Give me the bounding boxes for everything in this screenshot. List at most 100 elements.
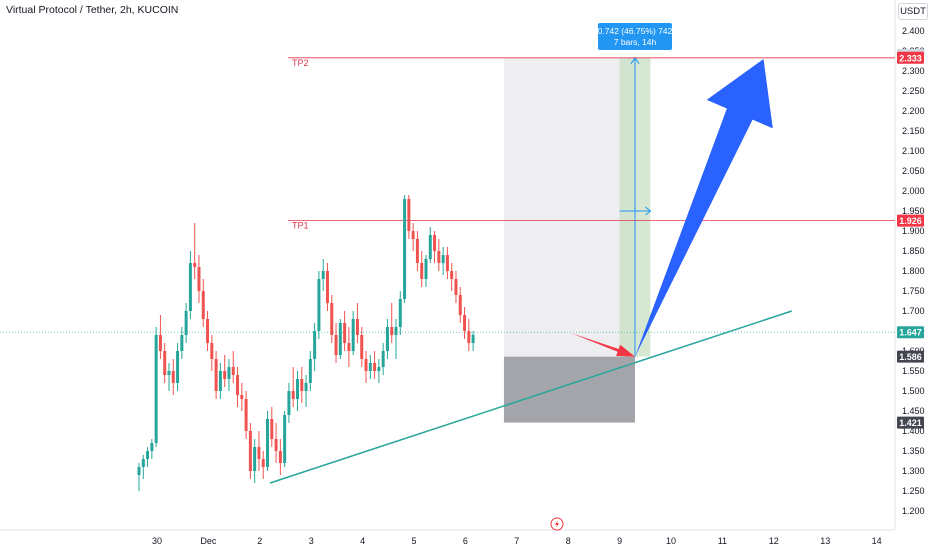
candle-body <box>467 331 471 343</box>
candle-body <box>158 335 162 351</box>
x-tick-label: 5 <box>411 536 416 546</box>
candle-body <box>201 291 205 319</box>
measure-label-box <box>598 23 672 50</box>
candle-body <box>227 367 231 379</box>
candle-body <box>184 311 188 335</box>
candle-body <box>278 451 282 463</box>
measure-label-bars: 7 bars, 14h <box>614 37 657 47</box>
y-tick-label: 1.850 <box>902 246 925 256</box>
candle-body <box>454 279 458 295</box>
candle-body <box>394 327 398 335</box>
position-stop-zone[interactable] <box>503 356 636 423</box>
x-tick-label: 3 <box>309 536 314 546</box>
candle-body <box>300 379 304 391</box>
y-tick-label: 2.400 <box>902 26 925 36</box>
candle-body <box>403 199 407 299</box>
x-tick-label: Dec <box>200 536 217 546</box>
candle-body <box>231 367 235 375</box>
red-arrow[interactable] <box>570 333 636 357</box>
candle-body <box>283 415 287 463</box>
candle-body <box>343 323 347 343</box>
candle-body <box>381 351 385 367</box>
price-tag-label: 1.926 <box>899 216 922 226</box>
candle-body <box>240 395 244 399</box>
candle-body <box>274 439 278 451</box>
position-target-zone[interactable] <box>503 57 636 357</box>
candle-body <box>351 319 355 351</box>
candle-body <box>287 391 291 415</box>
y-tick-label: 2.050 <box>902 166 925 176</box>
y-tick-label: 1.950 <box>902 206 925 216</box>
tp-label-tp1: TP1 <box>292 221 309 231</box>
trend-line[interactable] <box>269 310 793 484</box>
candle-body <box>398 299 402 327</box>
candle-body <box>420 263 424 279</box>
price-tag-label: 2.333 <box>899 53 922 63</box>
candle-body <box>325 271 329 303</box>
price-tag <box>897 416 924 429</box>
candle-body <box>193 263 197 267</box>
candle-body <box>236 375 240 395</box>
candle-body <box>334 335 338 355</box>
candle-body <box>261 459 265 467</box>
y-tick-label: 1.450 <box>902 406 925 416</box>
y-tick-label: 2.250 <box>902 86 925 96</box>
y-tick-label: 1.500 <box>902 386 925 396</box>
lightning-bolt <box>555 520 559 528</box>
x-tick-label: 30 <box>152 536 162 546</box>
candle-body <box>295 379 299 399</box>
lightning-icon[interactable] <box>550 517 564 531</box>
candle-body <box>171 371 175 383</box>
candle-body <box>360 335 364 359</box>
candle-body <box>450 271 454 279</box>
price-tag <box>897 214 924 227</box>
candle-body <box>330 303 334 335</box>
candle-body <box>291 391 295 399</box>
candle-body <box>437 251 441 263</box>
price-tag <box>897 326 924 339</box>
candle-body <box>355 319 359 335</box>
candle-body <box>415 239 419 263</box>
candle-body <box>313 331 317 359</box>
x-tick-label: 14 <box>872 536 882 546</box>
candle-body <box>244 399 248 431</box>
x-tick-label: 12 <box>769 536 779 546</box>
candle-body <box>214 359 218 391</box>
candle-body <box>441 255 445 263</box>
price-tag-label: 1.586 <box>899 352 922 362</box>
candle-body <box>210 343 214 359</box>
y-tick-label: 1.700 <box>902 306 925 316</box>
y-tick-label: 2.000 <box>902 186 925 196</box>
y-tick-label: 2.300 <box>902 66 925 76</box>
candle-body <box>433 235 437 251</box>
y-tick-label: 2.200 <box>902 106 925 116</box>
candle-body <box>266 419 270 467</box>
x-tick-label: 10 <box>666 536 676 546</box>
measure-right-arrowhead <box>645 206 652 216</box>
candle-body <box>154 335 158 443</box>
y-tick-label: 1.200 <box>902 506 925 516</box>
currency-button[interactable]: USDT <box>898 3 928 20</box>
candle-body <box>253 447 257 471</box>
candle-body <box>424 259 428 279</box>
candle-body <box>304 383 308 391</box>
candle-body <box>308 359 312 383</box>
candle-body <box>458 295 462 315</box>
blue-arrow[interactable] <box>635 59 773 357</box>
candle-body <box>463 315 467 331</box>
y-tick-label: 1.400 <box>902 426 925 436</box>
candle-body <box>176 351 180 383</box>
candle-body <box>368 363 372 371</box>
candle-body <box>347 343 351 351</box>
candle-body <box>223 371 227 379</box>
candle-body <box>407 199 411 231</box>
candle-body <box>188 263 192 311</box>
price-tag <box>897 51 924 64</box>
x-tick-label: 6 <box>463 536 468 546</box>
candle-body <box>146 451 150 459</box>
candle-body <box>390 327 394 335</box>
y-tick-label: 2.150 <box>902 126 925 136</box>
candle-body <box>471 335 475 343</box>
candle-body <box>373 363 377 371</box>
